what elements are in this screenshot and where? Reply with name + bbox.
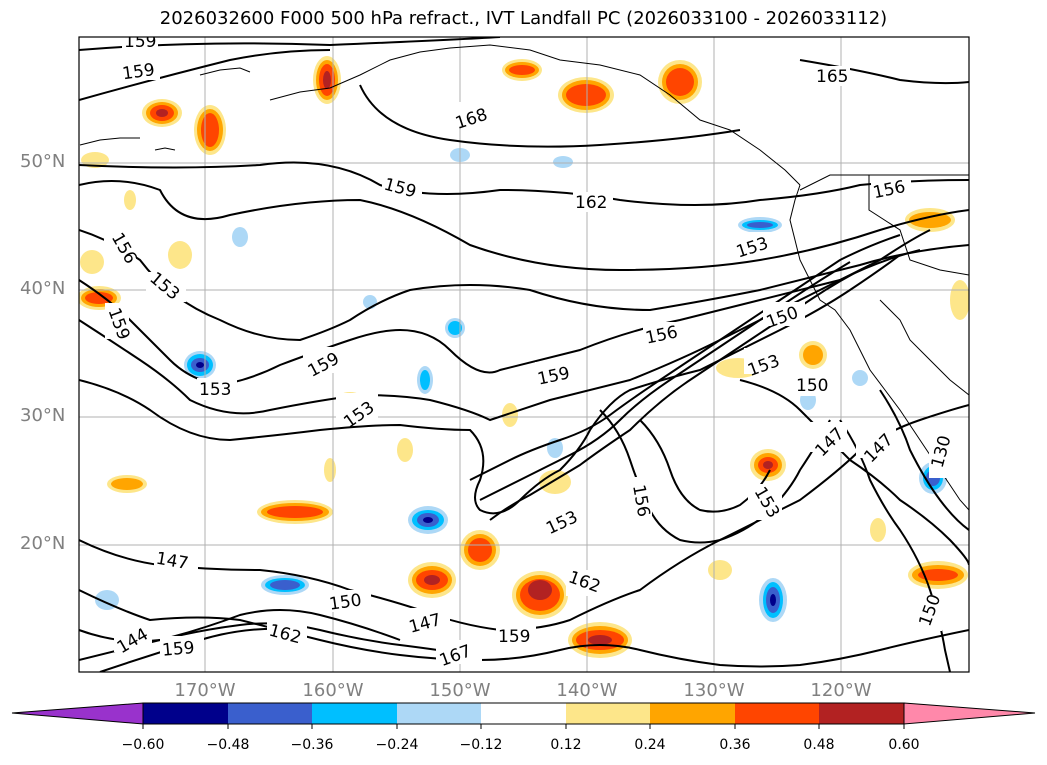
colorbar-tick-label: 0.48: [803, 737, 835, 753]
colorbar-tick-label: −0.48: [206, 737, 250, 753]
map-frame: [78, 36, 970, 673]
contour-label: 165: [816, 67, 848, 87]
contour-label: 162: [575, 193, 607, 213]
colorbar-bin: [650, 703, 735, 724]
colorbar-bin: [143, 703, 228, 724]
lon-label: 120°W: [810, 680, 872, 701]
lat-label: 50°N: [20, 151, 66, 172]
positive-anomaly-shading: [79, 56, 969, 658]
lon-label: 170°W: [174, 680, 236, 701]
contour-label: 159: [161, 638, 195, 661]
colorbar-bin: [397, 703, 481, 724]
lat-label: 20°N: [20, 533, 66, 554]
colorbar-tick-label: −0.36: [290, 737, 334, 753]
colorbar-tick-label: 0.24: [634, 737, 666, 753]
colorbar-tick-label: −0.60: [121, 737, 165, 753]
lat-label: 40°N: [20, 278, 66, 299]
contour-label: 159: [124, 32, 156, 52]
lon-label: 140°W: [556, 680, 618, 701]
colorbar-bin: [735, 703, 819, 724]
contour-label: 150: [796, 376, 828, 396]
lon-label: 160°W: [302, 680, 364, 701]
colorbar-extend-min: [11, 702, 144, 725]
colorbar-bin: [228, 703, 312, 724]
refractivity-contours: [79, 37, 969, 672]
colorbar-tick-label: −0.24: [375, 737, 419, 753]
colorbar-extend-max: [903, 702, 1036, 725]
colorbar-bin: [481, 703, 566, 724]
negative-anomaly-shading: [95, 148, 947, 622]
map-title: 2026032600 F000 500 hPa refract., IVT La…: [159, 8, 888, 29]
contour-label: 159: [498, 627, 530, 647]
colorbar-bin: [819, 703, 904, 724]
contour-label: 159: [121, 60, 156, 84]
contour-label: 150: [328, 590, 363, 614]
colorbar-tick-label: 0.36: [719, 737, 751, 753]
colorbar-tick-label: 0.12: [550, 737, 582, 753]
lat-label: 30°N: [20, 405, 66, 426]
colorbar-bin: [312, 703, 397, 724]
coastlines: [79, 44, 969, 511]
colorbar-bin: [566, 703, 650, 724]
colorbar-tick-label: 0.60: [888, 737, 920, 753]
colorbar: [11, 702, 1036, 729]
contour-label: 153: [199, 380, 231, 400]
lon-label: 150°W: [429, 680, 491, 701]
lon-label: 130°W: [683, 680, 745, 701]
colorbar-tick-label: −0.12: [459, 737, 503, 753]
